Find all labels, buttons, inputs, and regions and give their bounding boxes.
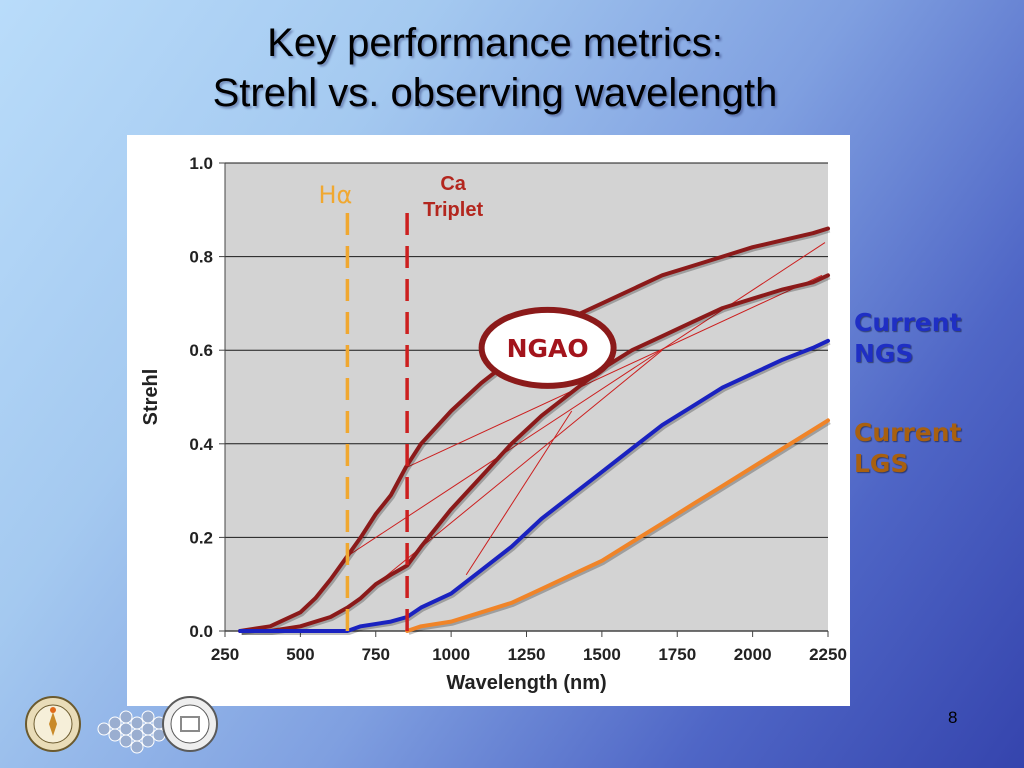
current-lgs-label: Current LGS — [854, 417, 962, 479]
series-line-ngao_lower — [238, 273, 830, 633]
y-tick-label: 0.2 — [189, 528, 213, 547]
ngs-label-line-2: NGS — [854, 339, 914, 368]
slide-title: Key performance metrics: Strehl vs. obse… — [0, 18, 990, 118]
ngao-label: NGAO — [507, 334, 589, 363]
uc-seal-icon — [162, 696, 218, 752]
chart-panel: 0.0 0.2 0.4 0.6 0.8 1.0 250 500 750 1000 1250 1500 1… — [127, 135, 850, 706]
ngao-hatch-line — [406, 274, 823, 468]
halpha-label: Hα — [318, 181, 352, 209]
title-line-2: Strehl vs. observing wavelength — [212, 71, 778, 115]
page-number: 8 — [948, 708, 958, 727]
ngao-callout — [478, 306, 617, 389]
ca-label-line-2: Triplet — [423, 199, 483, 221]
x-tick-label: 1500 — [583, 645, 621, 664]
current-ngs-label: Current NGS — [854, 307, 962, 369]
ngao-hatch-line — [347, 349, 663, 608]
plot-area — [225, 163, 828, 631]
x-tick-label: 750 — [362, 645, 390, 664]
caltech-seal-icon — [25, 696, 81, 752]
y-tick-label: 0.0 — [189, 622, 213, 641]
title-line-1: Key performance metrics: — [267, 21, 723, 65]
y-tick-label: 0.4 — [189, 435, 213, 454]
x-tick-label: 2000 — [734, 645, 772, 664]
x-axis-title: Wavelength (nm) — [446, 672, 606, 694]
y-tick-label: 0.8 — [189, 248, 213, 267]
lgs-label-line-1: Current — [854, 418, 962, 447]
series-line-current_ngs — [238, 338, 830, 633]
series-line-current_lgs — [405, 418, 830, 633]
x-tick-label: 1750 — [658, 645, 696, 664]
x-tick-label: 250 — [211, 645, 239, 664]
series-line-ngao_upper — [238, 226, 830, 633]
x-tick-label: 500 — [286, 645, 314, 664]
y-tick-label: 0.6 — [189, 341, 213, 360]
ngs-label-line-1: Current — [854, 308, 962, 337]
ngao-hatch-line — [465, 410, 573, 576]
y-tick-label: 1.0 — [189, 154, 213, 173]
strehl-chart: 0.0 0.2 0.4 0.6 0.8 1.0 250 500 750 1000 1250 1500 1… — [140, 154, 847, 694]
x-tick-label: 1250 — [508, 645, 546, 664]
ca-label-line-1: Ca — [440, 173, 466, 195]
x-tick-label: 1000 — [432, 645, 470, 664]
x-tick-label: 2250 — [809, 645, 847, 664]
lgs-label-line-2: LGS — [854, 449, 909, 478]
ngao-hatch-line — [347, 242, 826, 557]
institution-logos — [25, 696, 218, 754]
y-axis-title: Strehl — [140, 369, 162, 426]
